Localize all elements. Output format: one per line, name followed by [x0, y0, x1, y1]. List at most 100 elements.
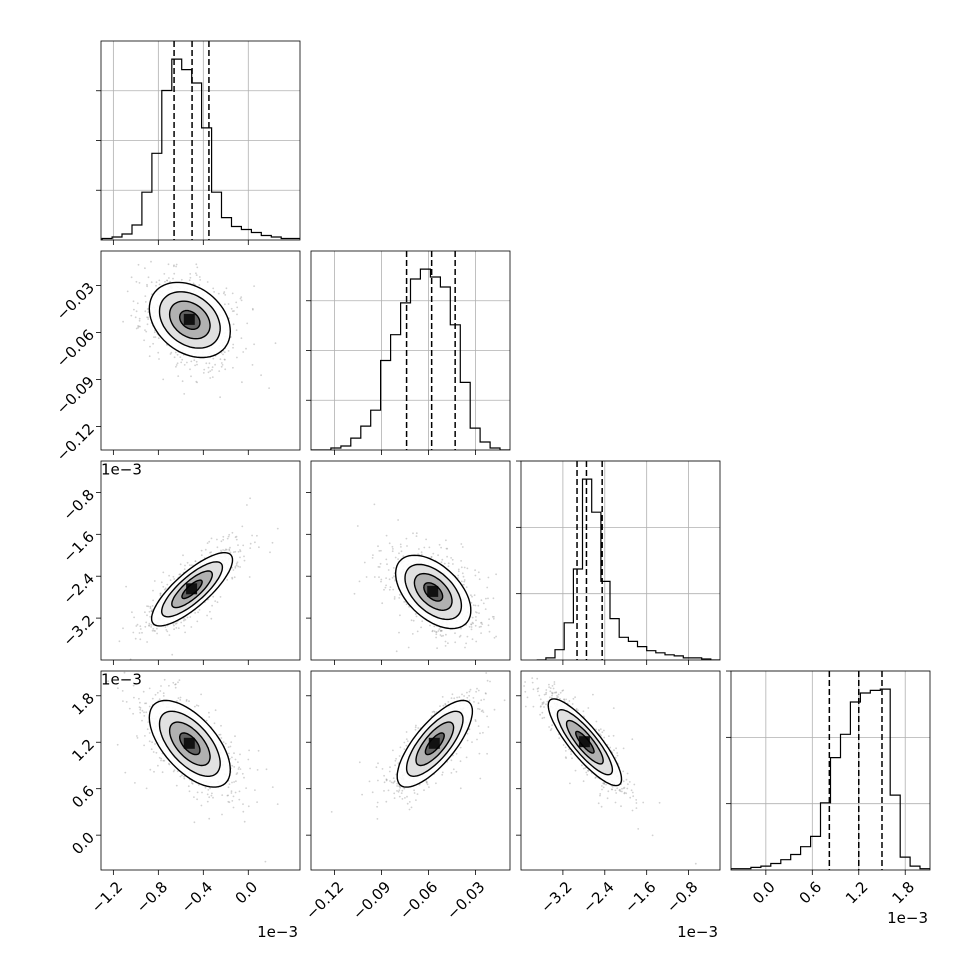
sample-point [136, 735, 138, 737]
sample-point [146, 308, 149, 310]
sample-point [145, 330, 148, 333]
sample-point [477, 689, 480, 692]
sample-point [200, 693, 203, 696]
sample-point [435, 631, 438, 633]
sample-point [470, 628, 473, 631]
sample-point [450, 697, 453, 699]
sample-point [385, 584, 387, 587]
sample-point [453, 697, 456, 700]
sample-point [410, 619, 413, 622]
sample-point [598, 729, 601, 732]
sample-point [474, 604, 477, 607]
sample-point [131, 666, 133, 668]
contour-3 [415, 721, 455, 767]
sample-point [235, 780, 237, 783]
sample-point [249, 542, 252, 545]
sample-point [132, 631, 135, 634]
sample-point [442, 704, 445, 707]
sample-point [141, 709, 144, 712]
sample-point [145, 711, 148, 714]
sample-point [138, 319, 141, 322]
sample-point [145, 702, 148, 705]
sample-point [152, 342, 155, 345]
sample-point [460, 543, 463, 545]
sample-point [472, 622, 474, 625]
sample-point [387, 569, 390, 571]
sample-point [401, 789, 404, 792]
sample-point [195, 360, 198, 363]
sample-point [412, 532, 414, 535]
sample-point [176, 353, 179, 356]
sample-point [190, 375, 192, 378]
sample-point [158, 279, 161, 282]
sample-point [178, 573, 181, 576]
sample-point [441, 558, 444, 561]
sample-point [146, 614, 148, 617]
sample-point [195, 380, 198, 383]
sample-point [141, 631, 143, 634]
sample-point [118, 640, 121, 643]
sample-point [410, 806, 413, 809]
sample-point [173, 624, 175, 627]
sample-point [137, 325, 139, 327]
sample-point [153, 336, 155, 338]
sample-point [432, 552, 435, 555]
sample-point [222, 741, 225, 743]
sample-point [235, 564, 238, 567]
sample-point [205, 719, 208, 722]
sample-point [243, 555, 245, 558]
sample-point [144, 310, 147, 313]
sample-point [446, 555, 448, 558]
sample-point [483, 698, 485, 701]
sample-point [224, 548, 227, 551]
sample-point [512, 634, 514, 636]
sample-point [276, 803, 279, 805]
sample-point [204, 786, 207, 789]
density-peak [186, 583, 198, 595]
sample-point [460, 566, 463, 569]
sample-point [155, 281, 158, 284]
sample-point [188, 279, 191, 282]
sample-point [220, 724, 222, 727]
sample-point [206, 542, 209, 544]
sample-point [159, 593, 162, 595]
sample-point [421, 666, 423, 668]
sample-point [153, 629, 156, 632]
sample-point [181, 380, 184, 383]
sample-point [173, 265, 175, 268]
sample-point [242, 351, 245, 353]
sample-point [212, 357, 215, 360]
sample-point [156, 627, 158, 630]
sample-point [393, 797, 396, 799]
sample-point [212, 796, 214, 799]
sample-point [151, 629, 154, 632]
sample-point [394, 556, 397, 559]
sample-point [444, 640, 447, 643]
sample-point [437, 554, 439, 557]
sample-point [236, 313, 238, 316]
contour-4 [424, 732, 445, 756]
sample-point [253, 343, 256, 346]
sample-point [455, 752, 458, 755]
sample-point [157, 351, 160, 354]
sample-point [378, 550, 381, 552]
sample-point [172, 277, 174, 280]
sample-point [173, 769, 176, 771]
sample-point [478, 612, 480, 614]
sample-point [184, 618, 187, 621]
sample-point [178, 679, 181, 681]
sample-point [385, 577, 387, 579]
sample-point [476, 687, 478, 690]
sample-point [420, 626, 422, 629]
sample-point [169, 579, 172, 581]
sample-point [451, 558, 454, 561]
sample-point [400, 546, 402, 548]
sample-point [234, 735, 236, 738]
sample-point [122, 700, 124, 702]
sample-point [216, 538, 218, 541]
sample-point [487, 597, 489, 600]
sample-point [450, 557, 452, 559]
sample-point [234, 567, 237, 569]
sample-point [475, 640, 478, 643]
sample-point [209, 377, 212, 379]
